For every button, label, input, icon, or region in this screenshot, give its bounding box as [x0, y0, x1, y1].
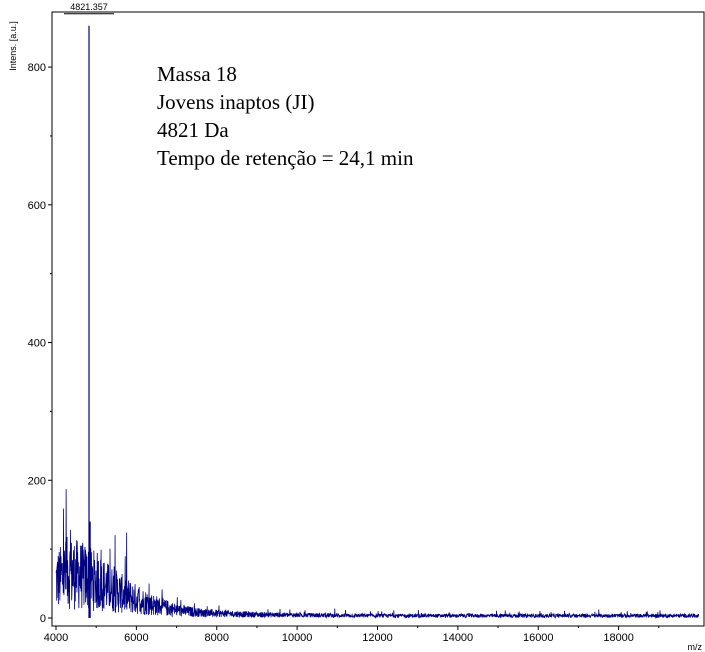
- x-axis-label: m/z: [688, 642, 703, 652]
- y-tick-label: 600: [28, 200, 46, 212]
- x-tick-label: 8000: [205, 632, 229, 644]
- y-tick-label: 800: [28, 62, 46, 74]
- spectrum-annotation: Massa 18 Jovens inaptos (JI) 4821 Da Tem…: [157, 60, 413, 172]
- annotation-line-da: 4821 Da: [157, 118, 229, 142]
- peak-label: 4821.357: [70, 2, 108, 12]
- y-tick-label: 0: [40, 613, 46, 625]
- x-axis: 4000 6000 8000 10000 12000 14000 16000 18000: [44, 626, 660, 644]
- x-tick-label: 18000: [603, 632, 634, 644]
- peak-marker: 4821.357: [64, 2, 115, 15]
- x-tick-label: 16000: [523, 632, 554, 644]
- y-axis-label: Intens. [a.u.]: [8, 21, 18, 71]
- annotation-line-mass: Massa 18: [157, 62, 237, 86]
- spectrum-trace: [55, 489, 700, 620]
- spectrum-series: [55, 25, 700, 620]
- y-tick-label: 200: [28, 475, 46, 487]
- x-tick-label: 4000: [44, 632, 68, 644]
- x-tick-label: 12000: [362, 632, 393, 644]
- y-axis: 0 200 400 600 800: [28, 62, 52, 625]
- x-tick-label: 14000: [443, 632, 474, 644]
- y-tick-label: 400: [28, 338, 46, 350]
- x-tick-label: 6000: [124, 632, 148, 644]
- annotation-line-retention: Tempo de retenção = 24,1 min: [157, 146, 414, 170]
- x-tick-label: 10000: [282, 632, 313, 644]
- annotation-line-group: Jovens inaptos (JI): [157, 90, 315, 114]
